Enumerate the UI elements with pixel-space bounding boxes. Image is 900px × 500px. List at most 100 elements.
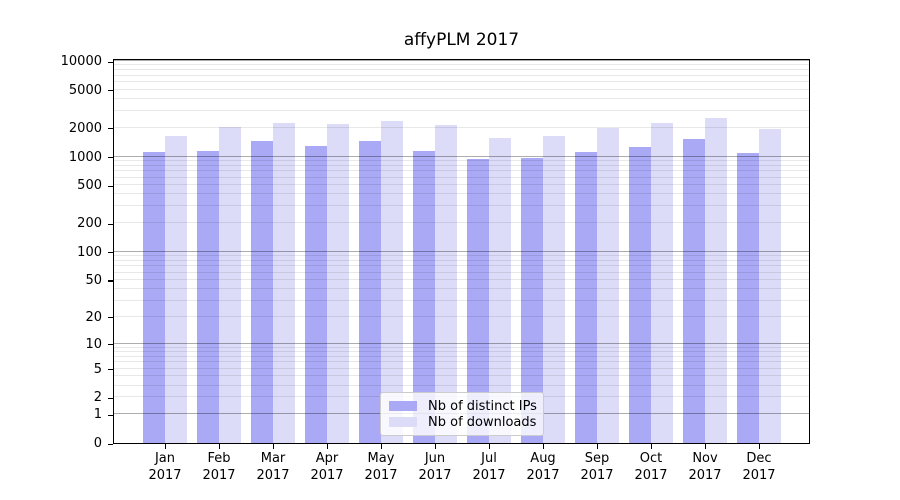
y-tick-label-10: 10	[85, 336, 102, 352]
x-tick-label-may-2017: May 2017	[364, 451, 398, 483]
bar-nb-of-downloads-oct-2017	[650, 123, 673, 443]
y-tick-mark-1	[108, 414, 113, 417]
gridline-8	[114, 350, 809, 352]
x-tick-label-jun-2017: Jun 2017	[418, 451, 452, 483]
gridline-50	[114, 278, 809, 280]
y-tick-mark-10	[108, 344, 113, 346]
gridline-9000	[114, 64, 809, 66]
legend-label-downloads: Nb of downloads	[428, 414, 537, 430]
x-tick-label-sep-2017: Sep 2017	[580, 451, 614, 483]
gridline-9	[114, 346, 809, 348]
gridline-3	[114, 384, 809, 386]
x-tick-mark-apr-2017	[326, 444, 328, 449]
y-tick-label-1000: 1000	[68, 149, 102, 165]
y-tick-label-50: 50	[85, 272, 102, 288]
x-tick-label-oct-2017: Oct 2017	[634, 451, 668, 483]
y-tick-mark-2	[108, 397, 113, 400]
x-tick-mark-may-2017	[380, 444, 382, 449]
gridline-80	[114, 259, 809, 261]
bar-nb-of-downloads-feb-2017	[218, 126, 241, 443]
y-tick-label-5000: 5000	[68, 82, 102, 98]
gridline-8000	[114, 69, 809, 71]
plot-area	[113, 59, 810, 444]
chart-title: affyPLM 2017	[403, 30, 520, 50]
x-tick-label-jan-2017: Jan 2017	[148, 451, 182, 483]
bar-nb-of-distinct-ips-oct-2017	[628, 147, 651, 443]
x-tick-mark-sep-2017	[596, 444, 598, 449]
y-tick-label-20: 20	[85, 309, 102, 325]
y-tick-label-0: 0	[93, 436, 102, 451]
x-tick-label-dec-2017: Dec 2017	[742, 451, 776, 483]
legend-swatch-downloads	[389, 417, 417, 427]
gridline-10	[114, 342, 809, 344]
bar-nb-of-distinct-ips-may-2017	[358, 141, 381, 443]
bar-nb-of-downloads-jan-2017	[164, 136, 187, 443]
y-tick-mark-200	[108, 223, 113, 225]
x-tick-mark-jul-2017	[488, 444, 490, 449]
bar-nb-of-distinct-ips-jan-2017	[142, 152, 165, 443]
gridline-400	[114, 193, 809, 195]
x-tick-label-aug-2017: Aug 2017	[526, 451, 560, 483]
bar-nb-of-distinct-ips-sep-2017	[574, 152, 597, 443]
gridline-5	[114, 367, 809, 369]
x-tick-mark-jun-2017	[434, 444, 436, 449]
y-tick-label-500: 500	[77, 178, 102, 194]
y-tick-mark-10000	[108, 61, 113, 63]
gridline-600	[114, 176, 809, 178]
bar-nb-of-downloads-jun-2017	[434, 124, 457, 443]
y-tick-mark-100	[108, 252, 113, 254]
y-tick-mark-1000	[108, 157, 113, 159]
gridline-90	[114, 254, 809, 256]
x-tick-mark-nov-2017	[704, 444, 706, 449]
y-tick-mark-5	[108, 369, 113, 371]
x-tick-label-nov-2017: Nov 2017	[688, 451, 722, 483]
y-tick-mark-0	[108, 443, 113, 445]
y-tick-label-100: 100	[77, 244, 102, 260]
gridline-700	[114, 170, 809, 172]
bar-nb-of-distinct-ips-dec-2017	[736, 153, 759, 443]
gridline-4	[114, 375, 809, 377]
bar-nb-of-distinct-ips-apr-2017	[304, 145, 327, 443]
gridline-3000	[114, 109, 809, 111]
bar-nb-of-distinct-ips-aug-2017	[520, 157, 543, 443]
bar-nb-of-downloads-jul-2017	[488, 138, 511, 443]
legend: Nb of distinct IPs Nb of downloads	[380, 392, 544, 436]
y-tick-mark-2000	[108, 128, 113, 130]
bar-nb-of-distinct-ips-feb-2017	[196, 151, 219, 443]
x-tick-mark-oct-2017	[650, 444, 652, 449]
gridline-5000	[114, 88, 809, 90]
x-tick-mark-mar-2017	[272, 444, 274, 449]
gridline-500	[114, 184, 809, 186]
y-tick-label-200: 200	[77, 216, 102, 231]
gridline-1000	[114, 155, 809, 157]
x-tick-mark-feb-2017	[218, 444, 220, 449]
gridline-6	[114, 361, 809, 363]
legend-swatch-distinct-ips	[389, 401, 417, 411]
grid-layer	[114, 60, 809, 443]
y-tick-label-2000: 2000	[68, 120, 102, 136]
bar-nb-of-distinct-ips-jun-2017	[412, 150, 435, 443]
gridline-300	[114, 205, 809, 207]
bar-nb-of-distinct-ips-mar-2017	[250, 141, 273, 443]
bars-layer	[114, 60, 809, 443]
legend-label-distinct-ips: Nb of distinct IPs	[428, 398, 537, 414]
x-tick-label-feb-2017: Feb 2017	[202, 451, 236, 483]
gridline-900	[114, 159, 809, 161]
y-tick-mark-50	[108, 280, 113, 282]
bar-nb-of-downloads-nov-2017	[704, 118, 727, 443]
gridline-2000	[114, 126, 809, 128]
gridline-6000	[114, 81, 809, 83]
x-tick-label-mar-2017: Mar 2017	[256, 451, 290, 483]
y-tick-label-5: 5	[93, 361, 102, 377]
bar-nb-of-downloads-dec-2017	[758, 128, 781, 443]
gridline-100	[114, 250, 809, 252]
gridline-7	[114, 355, 809, 357]
y-tick-label-1: 1	[93, 407, 102, 423]
bar-nb-of-distinct-ips-nov-2017	[682, 139, 705, 443]
gridline-10000	[114, 60, 809, 61]
y-tick-label-10000: 10000	[60, 54, 102, 69]
bar-nb-of-distinct-ips-jul-2017	[466, 159, 489, 443]
gridline-7000	[114, 74, 809, 76]
x-tick-label-apr-2017: Apr 2017	[310, 451, 344, 483]
